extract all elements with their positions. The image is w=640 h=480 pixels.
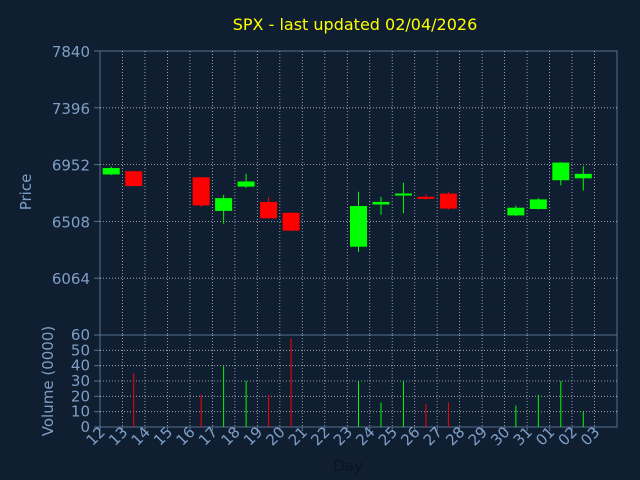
candle-body (282, 212, 300, 231)
candle-body (125, 171, 143, 186)
price-panel: 7840 7396 6952 6508 6064 (52, 43, 618, 336)
price-tick-label: 6064 (52, 270, 90, 288)
price-axis-label: Price (17, 174, 35, 211)
candle-body (529, 199, 547, 209)
candle-body (507, 207, 525, 216)
candle-body (439, 193, 457, 209)
volume-axis-label: Volume (0000) (39, 326, 57, 436)
candle-body (215, 198, 233, 211)
candle-body (372, 201, 390, 205)
candle-body (574, 173, 592, 179)
volume-tick-label: 40 (71, 357, 90, 375)
volume-tick-label: 30 (71, 372, 90, 390)
volume-tick-label: 20 (71, 387, 90, 405)
price-tick-label: 6952 (52, 157, 90, 175)
volume-tick-label: 0 (80, 418, 90, 436)
candle-body (417, 196, 435, 199)
volume-tick-label: 10 (71, 403, 90, 421)
candle-body (102, 168, 120, 175)
x-axis: 1213141516171819202122232425262728293031… (83, 423, 604, 449)
price-tick-label: 7396 (52, 100, 90, 118)
chart-title: SPX - last updated 02/04/2026 (233, 15, 478, 34)
volume-tick-label: 50 (71, 341, 90, 359)
candle-body (350, 206, 367, 247)
candle-body (552, 162, 570, 181)
candle-body (237, 181, 255, 187)
volume-tick-label: 60 (71, 326, 90, 344)
candle-body (192, 177, 210, 206)
price-tick-label: 6508 (52, 213, 90, 231)
price-tick-label: 7840 (52, 43, 90, 61)
x-axis-label: Day (333, 457, 363, 475)
candle-body (260, 201, 278, 219)
candle-body (394, 193, 412, 196)
